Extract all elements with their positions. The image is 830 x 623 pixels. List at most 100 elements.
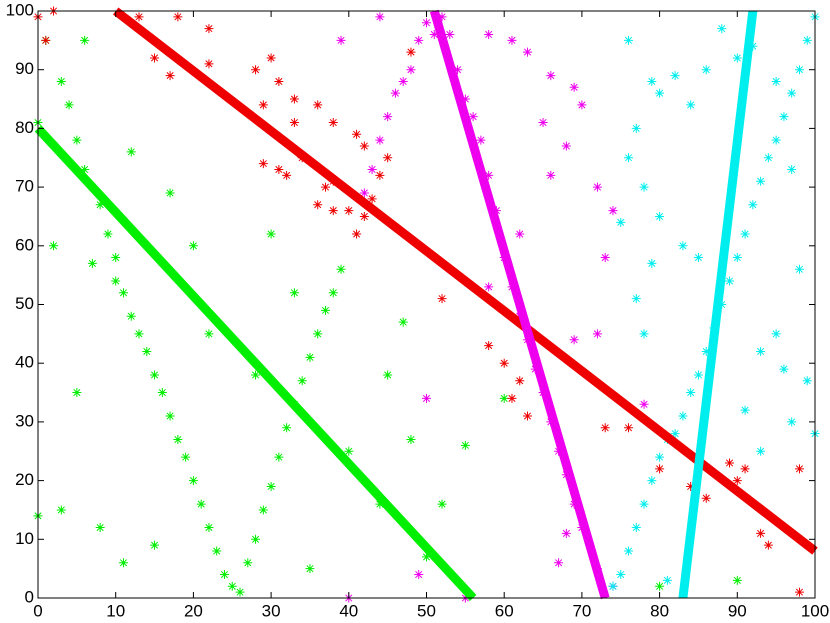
data-point: [320, 182, 330, 192]
data-point: [289, 288, 299, 298]
data-point: [258, 159, 268, 169]
data-point: [49, 241, 59, 251]
data-point: [282, 170, 292, 180]
data-point: [624, 423, 634, 433]
x-tick-label: 50: [417, 601, 436, 620]
data-point: [336, 264, 346, 274]
data-point: [134, 12, 144, 22]
data-point: [313, 200, 323, 210]
data-point: [577, 100, 587, 110]
data-point: [616, 217, 626, 227]
data-point: [639, 499, 649, 509]
data-point: [561, 141, 571, 151]
data-point: [670, 71, 680, 81]
data-point: [662, 575, 672, 585]
data-point: [686, 100, 696, 110]
data-point: [243, 558, 253, 568]
data-point: [103, 229, 113, 239]
data-point: [779, 364, 789, 374]
y-tick-label: 90: [15, 59, 34, 78]
data-point: [344, 206, 354, 216]
data-point: [204, 59, 214, 69]
y-tick-label: 40: [15, 353, 34, 372]
data-point: [631, 523, 641, 533]
data-point: [406, 435, 416, 445]
data-point: [126, 311, 136, 321]
data-point: [72, 135, 82, 145]
data-point: [771, 76, 781, 86]
data-point: [375, 135, 385, 145]
data-point: [794, 264, 804, 274]
y-tick-label: 50: [15, 294, 34, 313]
x-tick-label: 40: [339, 601, 358, 620]
data-point: [701, 65, 711, 75]
data-point: [771, 329, 781, 339]
data-point: [647, 476, 657, 486]
data-point: [515, 376, 525, 386]
data-point: [460, 94, 470, 104]
data-point: [165, 71, 175, 81]
data-point: [274, 76, 284, 86]
data-point: [204, 329, 214, 339]
data-point: [422, 393, 431, 403]
data-point: [313, 100, 323, 110]
data-point: [616, 570, 626, 580]
data-point: [118, 558, 128, 568]
y-tick-label: 100: [6, 0, 34, 19]
data-point: [173, 435, 183, 445]
data-point: [647, 258, 657, 268]
data-point: [748, 200, 758, 210]
plot-frame: [37, 10, 816, 599]
y-tick-label: 0: [25, 587, 34, 606]
data-point: [693, 370, 703, 380]
data-point: [157, 388, 167, 398]
data-point: [717, 24, 727, 34]
data-point: [561, 528, 571, 538]
data-point: [484, 170, 494, 180]
data-point: [631, 294, 641, 304]
data-point: [608, 581, 618, 591]
data-point: [165, 188, 175, 198]
data-point: [678, 411, 688, 421]
data-point: [437, 12, 447, 22]
data-point: [196, 499, 206, 509]
data-point: [383, 153, 393, 163]
data-point: [227, 581, 237, 591]
data-point: [64, 100, 74, 110]
data-point: [468, 112, 478, 122]
data-point: [507, 393, 517, 403]
data-point: [344, 446, 354, 456]
data-point: [787, 164, 797, 174]
data-point: [740, 405, 750, 415]
data-point: [686, 388, 696, 398]
x-tick-label: 60: [495, 601, 514, 620]
x-tick-label: 20: [184, 601, 203, 620]
data-point: [188, 476, 198, 486]
data-point: [460, 440, 470, 450]
data-point: [732, 53, 742, 63]
data-point: [289, 118, 299, 128]
plot-area: [33, 6, 820, 603]
data-point: [779, 112, 789, 122]
data-point: [546, 170, 556, 180]
data-point: [80, 35, 90, 45]
data-point: [204, 523, 214, 533]
data-point: [320, 305, 330, 315]
data-point: [398, 76, 408, 86]
x-tick-label: 70: [572, 601, 591, 620]
data-point: [655, 464, 665, 474]
data-point: [352, 229, 362, 239]
data-point: [655, 211, 665, 221]
data-point: [297, 376, 307, 386]
data-point: [258, 100, 268, 110]
data-point: [134, 329, 144, 339]
data-point: [150, 540, 160, 550]
data-point: [787, 417, 797, 427]
data-point: [732, 575, 742, 585]
data-point: [383, 112, 393, 122]
data-point: [639, 182, 649, 192]
y-tick-label: 60: [15, 235, 34, 254]
data-point: [725, 458, 735, 468]
data-point: [802, 376, 812, 386]
data-point: [414, 35, 424, 45]
